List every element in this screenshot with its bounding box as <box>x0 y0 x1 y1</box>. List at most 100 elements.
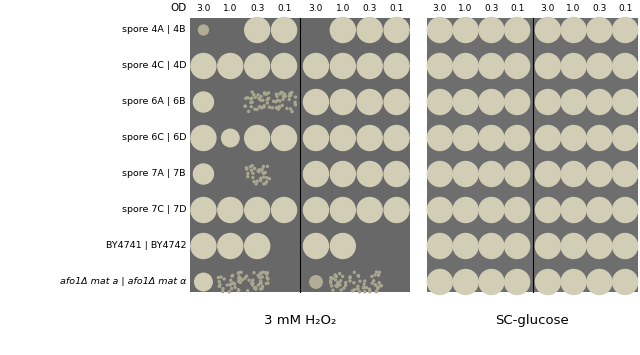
Ellipse shape <box>479 126 504 151</box>
Circle shape <box>335 275 337 278</box>
Circle shape <box>262 271 264 273</box>
Text: 0.3: 0.3 <box>484 4 499 13</box>
Text: spore 7A | 7B: spore 7A | 7B <box>122 169 186 179</box>
Circle shape <box>288 98 290 100</box>
Text: 0.1: 0.1 <box>277 4 291 13</box>
Circle shape <box>252 283 254 285</box>
Ellipse shape <box>303 126 328 151</box>
Text: OD: OD <box>171 3 187 13</box>
Circle shape <box>369 289 371 291</box>
Circle shape <box>356 288 358 290</box>
Ellipse shape <box>587 89 612 115</box>
Circle shape <box>372 280 374 282</box>
Circle shape <box>263 176 265 178</box>
Circle shape <box>378 271 380 273</box>
Text: afo1Δ mat a | afo1Δ mat α: afo1Δ mat a | afo1Δ mat α <box>60 278 186 286</box>
Circle shape <box>289 108 292 110</box>
Circle shape <box>266 273 268 275</box>
Ellipse shape <box>504 234 530 258</box>
Text: spore 6A | 6B: spore 6A | 6B <box>122 98 186 106</box>
Circle shape <box>247 176 249 178</box>
Ellipse shape <box>453 197 478 223</box>
Circle shape <box>247 173 249 175</box>
Ellipse shape <box>244 54 269 78</box>
Text: 0.1: 0.1 <box>510 4 524 13</box>
Circle shape <box>260 169 262 171</box>
Ellipse shape <box>612 17 637 43</box>
Circle shape <box>353 289 355 291</box>
Circle shape <box>260 288 262 290</box>
Circle shape <box>374 274 376 276</box>
Circle shape <box>380 285 382 286</box>
Ellipse shape <box>195 273 212 291</box>
Ellipse shape <box>428 126 452 151</box>
Circle shape <box>376 271 378 273</box>
Circle shape <box>251 101 253 103</box>
Circle shape <box>376 290 378 292</box>
Circle shape <box>256 108 258 110</box>
Ellipse shape <box>453 162 478 186</box>
Ellipse shape <box>536 17 561 43</box>
Text: 3.0: 3.0 <box>308 4 323 13</box>
Ellipse shape <box>479 234 504 258</box>
Circle shape <box>277 108 279 110</box>
Circle shape <box>260 272 262 274</box>
Circle shape <box>260 273 262 275</box>
Circle shape <box>248 110 250 113</box>
Circle shape <box>280 92 282 93</box>
Circle shape <box>294 104 296 106</box>
Circle shape <box>371 275 373 278</box>
Ellipse shape <box>218 197 243 223</box>
Circle shape <box>349 276 351 278</box>
Text: 0.1: 0.1 <box>389 4 404 13</box>
Bar <box>427 18 638 292</box>
Circle shape <box>342 275 344 277</box>
Circle shape <box>219 284 221 286</box>
Circle shape <box>260 282 262 284</box>
Circle shape <box>340 280 342 282</box>
Ellipse shape <box>303 89 328 115</box>
Circle shape <box>253 272 255 274</box>
Circle shape <box>275 106 277 109</box>
Circle shape <box>363 283 365 285</box>
Circle shape <box>260 178 262 179</box>
Circle shape <box>283 95 285 97</box>
Circle shape <box>344 284 347 286</box>
Circle shape <box>264 272 266 274</box>
Ellipse shape <box>561 54 586 78</box>
Circle shape <box>268 97 269 99</box>
Ellipse shape <box>536 89 561 115</box>
Ellipse shape <box>536 54 561 78</box>
Circle shape <box>375 291 378 293</box>
Ellipse shape <box>330 89 355 115</box>
Circle shape <box>368 288 371 290</box>
Circle shape <box>258 98 260 99</box>
Circle shape <box>380 285 381 287</box>
Ellipse shape <box>330 234 355 258</box>
Ellipse shape <box>504 54 530 78</box>
Ellipse shape <box>428 89 452 115</box>
Ellipse shape <box>244 234 269 258</box>
Circle shape <box>357 288 359 290</box>
Circle shape <box>251 282 253 284</box>
Ellipse shape <box>561 234 586 258</box>
Ellipse shape <box>536 234 561 258</box>
Circle shape <box>377 286 379 289</box>
Ellipse shape <box>428 197 452 223</box>
Circle shape <box>331 285 333 287</box>
Circle shape <box>250 102 252 104</box>
Circle shape <box>364 280 365 282</box>
Ellipse shape <box>428 17 452 43</box>
Ellipse shape <box>428 162 452 186</box>
Ellipse shape <box>428 234 452 258</box>
Circle shape <box>230 283 232 285</box>
Circle shape <box>335 285 337 287</box>
Ellipse shape <box>428 269 452 295</box>
Circle shape <box>279 100 281 102</box>
Circle shape <box>252 172 254 174</box>
Circle shape <box>260 280 262 282</box>
Circle shape <box>338 282 340 284</box>
Circle shape <box>233 283 235 285</box>
Ellipse shape <box>587 162 612 186</box>
Circle shape <box>357 285 359 287</box>
